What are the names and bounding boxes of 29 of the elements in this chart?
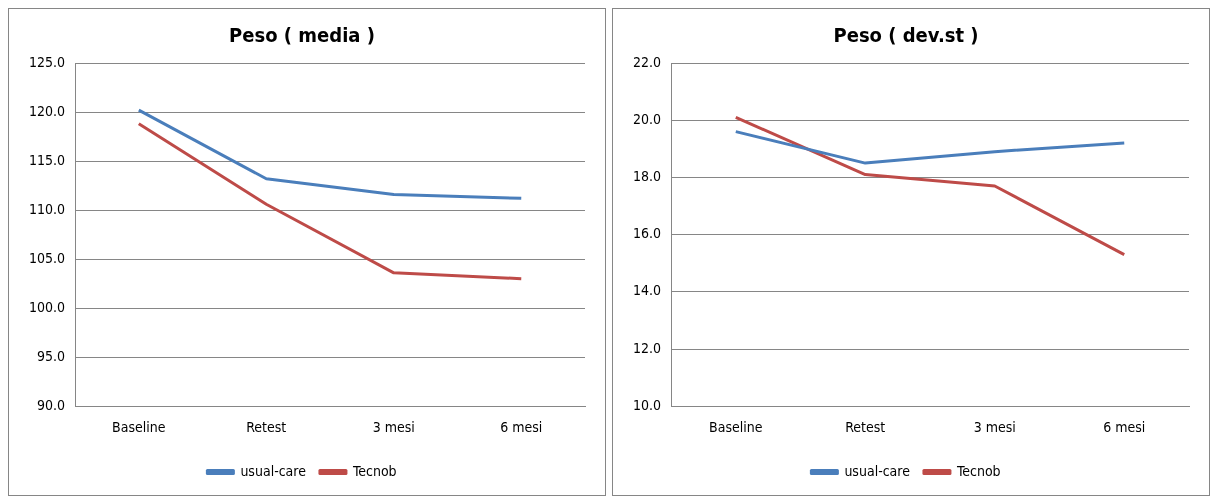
y-tick-label: 120.0 [29, 102, 66, 119]
y-tick-label: 95.0 [37, 347, 66, 364]
legend-label: usual-care [844, 462, 911, 479]
y-tick-label: 10.0 [632, 396, 662, 413]
x-tick-label: Retest [845, 419, 886, 436]
y-tick-label: 105.0 [29, 249, 66, 266]
y-tick-label: 115.0 [29, 151, 66, 168]
y-tick-label: 20.0 [632, 110, 662, 127]
y-tick-label: 90.0 [37, 396, 66, 413]
y-tick-label: 100.0 [29, 298, 66, 315]
y-tick-label: 16.0 [632, 225, 662, 242]
x-tick-label: Retest [246, 419, 287, 436]
y-tick-label: 18.0 [632, 168, 662, 185]
x-tick-label: 3 mesi [372, 419, 415, 436]
legend-label: Tecnob [351, 462, 397, 479]
x-tick-label: Baseline [112, 419, 166, 436]
x-tick-label: Baseline [709, 419, 763, 436]
legend-label: usual-care [240, 462, 307, 479]
legend-label: Tecnob [955, 462, 1001, 479]
y-tick-label: 22.0 [632, 53, 662, 70]
x-tick-label: 3 mesi [973, 419, 1016, 436]
y-tick-label: 12.0 [632, 339, 662, 356]
x-tick-label: 6 mesi [500, 419, 543, 436]
x-tick-label: 6 mesi [1103, 419, 1146, 436]
y-tick-label: 125.0 [29, 53, 66, 70]
chart-title: Peso ( media ) [229, 23, 375, 48]
y-tick-label: 110.0 [29, 200, 66, 217]
y-tick-label: 14.0 [632, 282, 662, 299]
chart-title: Peso ( dev.st ) [833, 23, 979, 48]
